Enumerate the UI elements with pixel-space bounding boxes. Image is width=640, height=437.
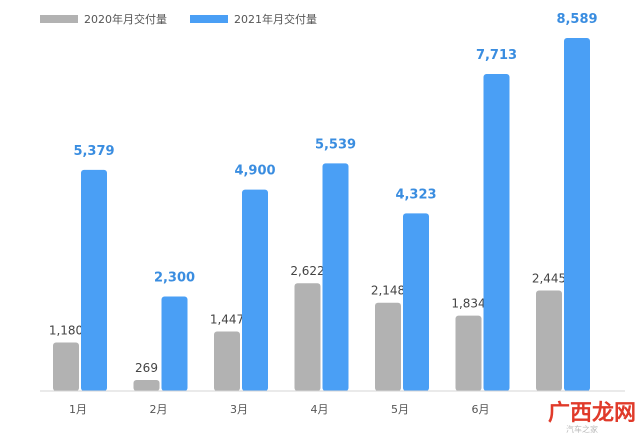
x-tick-label-1: 2月 — [150, 403, 168, 416]
x-tick-labels: 1月 2月 3月 4月 5月 6月 — [69, 403, 490, 416]
bar-0-2 — [214, 331, 240, 391]
x-tick-label-5: 6月 — [472, 403, 490, 416]
bars-group: 1,180 5,379 269 2,300 1,447 4,900 2,622 5,539 2,… — [49, 12, 598, 391]
legend-swatch-0 — [40, 15, 78, 23]
bar-0-5 — [455, 315, 482, 391]
bar-value-label-1-0: 5,379 — [73, 144, 114, 159]
bar-value-label-1-3: 5,539 — [315, 137, 356, 152]
bar-value-label-0-4: 2,148 — [371, 284, 405, 298]
bar-1-0 — [81, 169, 107, 391]
bar-1-1 — [161, 296, 188, 391]
watermark: 广西龙网 汽车之家 — [548, 400, 636, 434]
bar-1-6 — [564, 38, 590, 391]
bar-value-label-0-5: 1,834 — [451, 297, 485, 311]
legend-swatch-1 — [190, 15, 228, 23]
x-tick-label-2: 3月 — [230, 403, 248, 416]
bar-value-label-1-4: 4,323 — [395, 187, 436, 202]
bar-value-label-1-1: 2,300 — [154, 270, 195, 285]
bar-0-1 — [133, 379, 160, 391]
bar-1-3 — [322, 163, 349, 391]
bar-0-0 — [53, 342, 79, 391]
bar-0-3 — [294, 283, 321, 391]
bar-1-4 — [403, 213, 429, 391]
bar-value-label-0-2: 1,447 — [210, 313, 244, 327]
legend-label-0: 2020年月交付量 — [84, 12, 167, 26]
x-tick-label-3: 4月 — [311, 403, 329, 416]
legend: 2020年月交付量 2021年月交付量 — [40, 12, 317, 26]
bar-0-6 — [536, 290, 562, 391]
bar-value-label-1-5: 7,713 — [476, 48, 517, 63]
bar-value-label-0-3: 2,622 — [290, 264, 324, 278]
bar-value-label-0-6: 2,445 — [532, 272, 566, 286]
legend-label-1: 2021年月交付量 — [234, 12, 317, 26]
watermark-subtext: 汽车之家 — [566, 424, 598, 434]
bar-1-2 — [242, 189, 268, 391]
bar-value-label-0-1: 269 — [135, 361, 158, 375]
bar-1-5 — [483, 74, 510, 391]
bar-value-label-1-2: 4,900 — [234, 164, 275, 179]
bar-value-label-0-0: 1,180 — [49, 324, 83, 338]
bar-0-4 — [375, 302, 401, 391]
watermark-text: 广西龙网 — [548, 400, 636, 426]
x-tick-label-0: 1月 — [69, 403, 87, 416]
x-tick-label-4: 5月 — [391, 403, 409, 416]
bar-value-label-1-6: 8,589 — [556, 12, 597, 27]
